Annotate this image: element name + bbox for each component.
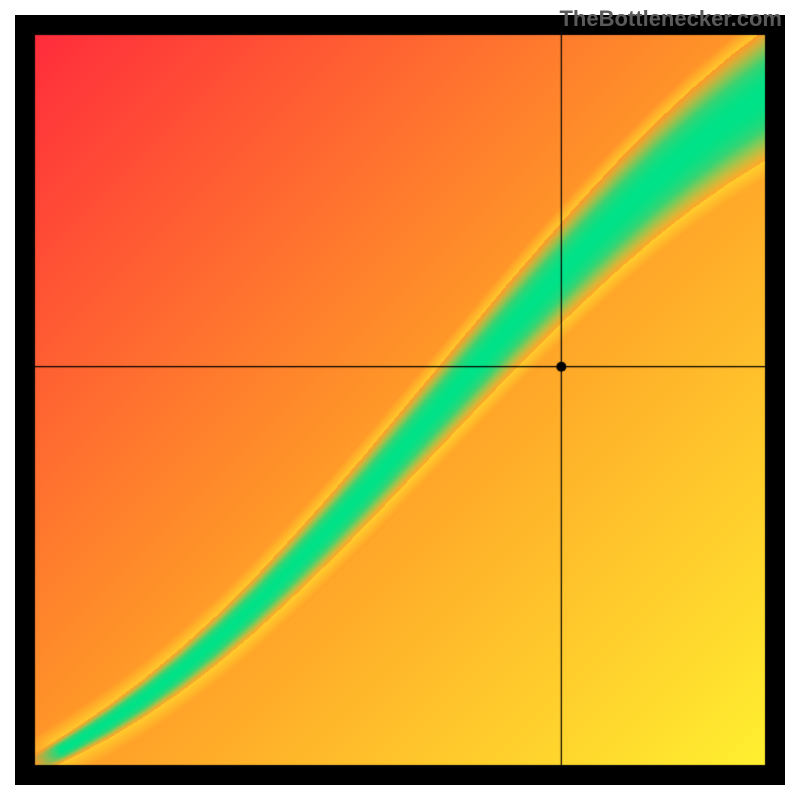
- watermark-text: TheBottlenecker.com: [559, 6, 782, 32]
- chart-container: TheBottlenecker.com: [0, 0, 800, 800]
- bottleneck-heatmap-canvas: [15, 15, 785, 785]
- plot-frame: [15, 15, 785, 785]
